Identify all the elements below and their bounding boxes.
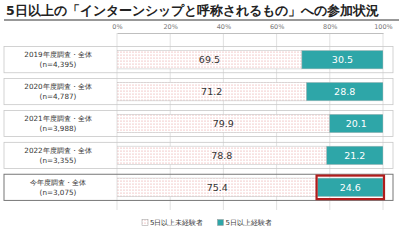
bar-segment <box>327 146 383 165</box>
tick-label: 60% <box>270 23 284 31</box>
data-label: 79.9 <box>213 118 234 129</box>
data-label: 30.5 <box>332 54 353 65</box>
data-label: 20.1 <box>346 118 367 129</box>
bar-segment <box>117 178 318 197</box>
data-label: 69.5 <box>199 54 220 65</box>
bar-segment <box>117 82 306 101</box>
category-label: 今年度調査・全体(n=3,075) <box>30 178 86 197</box>
category-labels: 2019年度調査・全体(n=4,395) 2020年度調査・全体(n=4,787)… <box>4 47 393 201</box>
grid <box>117 33 383 210</box>
data-label: 75.4 <box>207 182 228 193</box>
bar-segment <box>302 50 383 69</box>
tick: 20% <box>163 23 177 33</box>
x-axis: 0% 20% 40% 60% 80% 100% <box>112 23 392 34</box>
data-label: 28.8 <box>334 86 355 97</box>
tick: 0% <box>112 23 122 33</box>
tick-label: 0% <box>112 23 122 31</box>
data-label: 24.6 <box>340 182 361 193</box>
data-label: 21.2 <box>344 150 365 161</box>
highlight-frame <box>317 176 384 200</box>
data-labels: 69.5 30.5 71.2 28.8 79.9 20.1 78.8 21.2 75.4 24.6 <box>199 54 367 193</box>
category-box <box>4 47 393 73</box>
title: 5日以上の「インターンシップと呼称されるもの」への参加状況 <box>6 3 379 18</box>
category-box <box>4 142 393 168</box>
category-label: 2022年度調査・全体(n=3,355) <box>24 146 91 165</box>
bar-segment <box>117 114 330 133</box>
category-box <box>4 110 393 136</box>
bar-segment <box>117 146 327 165</box>
legend: 5日以上未経験者 5日以上経験者 <box>142 219 272 227</box>
tick: 40% <box>217 23 231 33</box>
chart: 5日以上の「インターンシップと呼称されるもの」への参加状況 2019年度調査・全体… <box>0 0 403 233</box>
category-box <box>4 78 393 104</box>
legend-swatch <box>217 220 223 226</box>
data-label: 71.2 <box>201 86 222 97</box>
tick: 60% <box>270 23 284 33</box>
bar-segment <box>330 114 383 133</box>
title-rule <box>4 20 399 21</box>
legend-label: 5日以上経験者 <box>225 219 271 227</box>
legend-label: 5日以上未経験者 <box>150 219 203 227</box>
category-box <box>4 174 393 200</box>
tick-label: 80% <box>323 23 337 31</box>
tick-label: 100% <box>374 23 393 31</box>
tick-label: 20% <box>163 23 177 31</box>
category-label: 2021年度調査・全体(n=3,988) <box>24 114 91 133</box>
tick: 100% <box>374 23 393 33</box>
tick-label: 40% <box>217 23 231 31</box>
category-label: 2020年度調査・全体(n=4,787) <box>24 82 91 101</box>
legend-swatch <box>142 220 148 226</box>
tick: 80% <box>323 23 337 33</box>
category-label: 2019年度調査・全体(n=4,395) <box>24 50 91 69</box>
axis-line <box>118 33 384 34</box>
bar-segment <box>306 82 383 101</box>
bar-segment <box>117 50 302 69</box>
bar-segment <box>318 178 383 197</box>
data-label: 78.8 <box>211 150 232 161</box>
